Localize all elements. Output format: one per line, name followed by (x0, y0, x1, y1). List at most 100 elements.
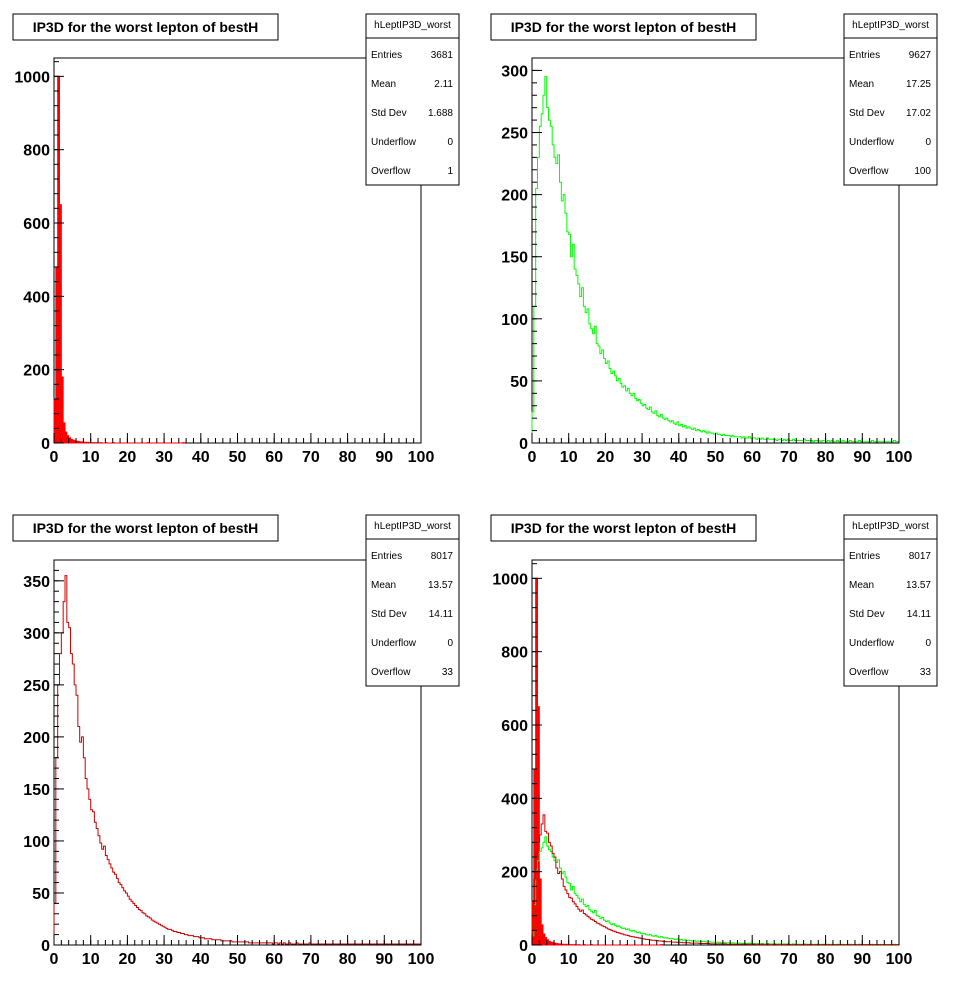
stats-label: Overflow (371, 166, 411, 177)
y-tick-label: 0 (41, 938, 50, 955)
y-tick-label: 200 (501, 188, 528, 205)
x-tick-label: 0 (50, 449, 59, 466)
stats-value: 14.11 (429, 609, 454, 620)
stats-box (365, 514, 460, 687)
stats-label: Entries (849, 551, 880, 562)
stats-value: 14.11 (907, 609, 932, 620)
chart-title: IP3D for the worst lepton of bestH (511, 520, 737, 536)
stats-name: hLeptIP3D_worst (374, 20, 451, 31)
stats-label: Mean (371, 79, 396, 90)
stats-label: Underflow (371, 137, 417, 148)
x-tick-label: 20 (597, 449, 615, 466)
stats-name: hLeptIP3D_worst (852, 521, 929, 532)
chart-title: IP3D for the worst lepton of bestH (33, 19, 259, 35)
y-tick-label: 50 (510, 374, 528, 391)
histogram-series-1 (531, 577, 663, 946)
x-tick-label: 40 (670, 951, 688, 968)
y-tick-label: 150 (23, 782, 50, 799)
x-tick-label: 90 (853, 449, 871, 466)
x-tick-label: 30 (633, 449, 651, 466)
x-tick-label: 80 (339, 951, 357, 968)
x-tick-label: 40 (192, 951, 210, 968)
stats-label: Mean (849, 79, 874, 90)
y-tick-label: 150 (501, 250, 528, 267)
stats-label: Entries (371, 50, 402, 61)
stats-box (365, 13, 460, 186)
y-tick-label: 250 (501, 126, 528, 143)
x-tick-label: 50 (229, 951, 247, 968)
stats-value: 8017 (909, 551, 932, 562)
stats-box (843, 514, 938, 687)
histogram-series-2 (531, 836, 900, 946)
chart-title: IP3D for the worst lepton of bestH (33, 520, 259, 536)
stats-label: Underflow (849, 638, 895, 649)
stats-value: 0 (447, 638, 453, 649)
y-tick-label: 200 (23, 363, 50, 380)
stats-label: Overflow (849, 166, 889, 177)
y-tick-label: 300 (501, 63, 528, 80)
x-tick-label: 30 (155, 951, 173, 968)
y-tick-label: 600 (23, 216, 50, 233)
y-tick-label: 0 (519, 436, 528, 453)
y-tick-label: 800 (501, 645, 528, 662)
x-tick-label: 80 (817, 449, 835, 466)
x-tick-label: 0 (50, 951, 59, 968)
stats-value: 33 (920, 667, 932, 678)
y-tick-label: 200 (501, 865, 528, 882)
x-tick-label: 30 (155, 449, 173, 466)
x-tick-label: 50 (707, 449, 725, 466)
x-tick-label: 10 (82, 449, 100, 466)
chart-title: IP3D for the worst lepton of bestH (511, 19, 737, 35)
title-box (490, 13, 757, 41)
stats-value: 3681 (431, 50, 454, 61)
x-tick-label: 80 (339, 449, 357, 466)
stats-label: Underflow (371, 638, 417, 649)
stats-label: Std Dev (371, 609, 407, 620)
chart-pad-1: 0 10 20 30 40 50 60 70 80 90 10002004006008001000I… (12, 13, 460, 466)
x-tick-label: 20 (119, 951, 137, 968)
stats-label: Std Dev (849, 609, 885, 620)
x-tick-label: 30 (633, 951, 651, 968)
stats-value: 17.02 (906, 108, 931, 119)
y-tick-label: 800 (23, 143, 50, 160)
stats-label: Underflow (849, 137, 895, 148)
stats-value: 33 (442, 667, 454, 678)
x-tick-label: 60 (265, 951, 283, 968)
x-tick-label: 10 (560, 449, 578, 466)
stats-label: Entries (371, 551, 402, 562)
stats-value: 13.57 (428, 580, 453, 591)
stats-value: 0 (925, 137, 931, 148)
x-tick-label: 50 (707, 951, 725, 968)
chart-pad-4: 0 10 20 30 40 50 60 70 80 90 10002004006008001000I… (490, 514, 938, 968)
x-tick-label: 0 (528, 449, 537, 466)
y-tick-label: 250 (23, 678, 50, 695)
x-tick-label: 10 (82, 951, 100, 968)
stats-label: Overflow (849, 667, 889, 678)
stats-value: 1.688 (428, 108, 453, 119)
y-tick-label: 1000 (492, 571, 528, 588)
y-tick-label: 0 (41, 436, 50, 453)
x-tick-label: 70 (780, 449, 798, 466)
x-tick-label: 100 (886, 449, 913, 466)
y-tick-label: 0 (519, 938, 528, 955)
stats-label: Mean (849, 580, 874, 591)
x-tick-label: 90 (375, 951, 393, 968)
stats-label: Overflow (371, 667, 411, 678)
y-tick-label: 300 (23, 626, 50, 643)
x-tick-label: 100 (408, 951, 435, 968)
stats-value: 1 (447, 166, 453, 177)
title-box (490, 514, 757, 542)
x-tick-label: 70 (780, 951, 798, 968)
stats-label: Std Dev (849, 108, 885, 119)
y-tick-label: 1000 (14, 69, 50, 86)
title-box (12, 13, 279, 41)
y-tick-label: 350 (23, 574, 50, 591)
stats-box (843, 13, 938, 186)
stats-label: Entries (849, 50, 880, 61)
chart-pad-3: 0 10 20 30 40 50 60 70 80 90 100 0 50 100 150 200 250 300… (12, 514, 460, 968)
y-tick-label: 600 (501, 718, 528, 735)
title-box (12, 514, 279, 542)
stats-value: 13.57 (906, 580, 931, 591)
y-tick-label: 50 (32, 886, 50, 903)
